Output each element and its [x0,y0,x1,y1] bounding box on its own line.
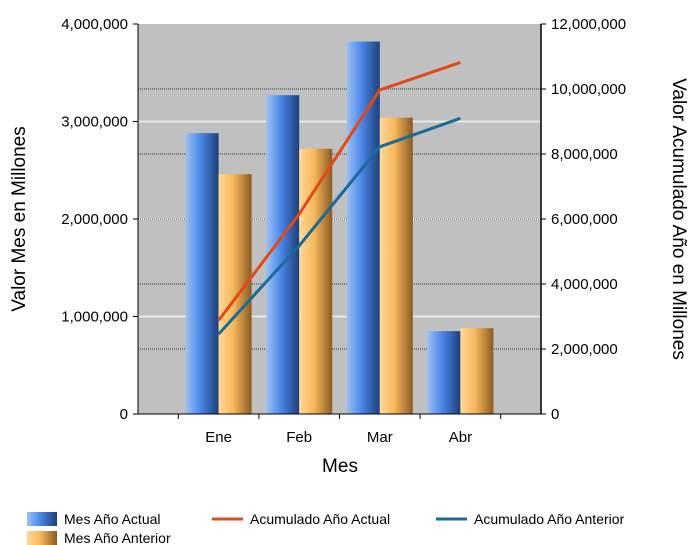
legend-label-mes-ano-actual: Mes Año Actual [64,511,161,527]
y-tick-left-3: 3,000,000 [61,114,128,131]
y-axis-left-title: Valor Mes en Millones [9,126,30,312]
bar-mes-ano-anterior-feb [299,148,333,415]
y-tick-right-4: 8,000,000 [551,146,618,163]
y-tick-right-0: 0 [551,406,559,423]
legend-item-mes-ano-anterior: Mes Año Anterior [27,530,171,545]
bar-mes-ano-anterior-ene [218,174,252,414]
legend-item-acumulado-ano-anterior: Acumulado Año Anterior [436,511,625,527]
legend-swatch-mes-ano-actual [27,512,57,526]
tick-labels: 0 1,000,000 2,000,000 3,000,000 4,000,000 0 2,… [61,16,626,446]
y-tick-right-3: 6,000,000 [551,211,618,228]
bar-mes-ano-actual-ene [185,133,219,414]
legend-label-mes-ano-anterior: Mes Año Anterior [64,530,171,545]
bar-mes-ano-actual-abr [427,331,461,414]
legend-item-acumulado-ano-actual: Acumulado Año Actual [212,511,390,527]
bar-mes-ano-anterior-mar [379,117,413,414]
y-tick-right-1: 2,000,000 [551,341,618,358]
x-tick-feb: Feb [286,429,312,446]
legend-item-mes-ano-actual: Mes Año Actual [27,511,161,527]
line-acumulado-ano-actual [217,60,461,322]
bars [185,41,494,415]
axes [133,23,546,419]
y-axis-right-title: Valor Acumulado Año en Millones [668,78,688,360]
x-tick-mar: Mar [367,429,393,446]
x-tick-ene: Ene [205,429,232,446]
bar-mes-ano-actual-feb [266,95,300,415]
line-acumulado-ano-anterior [217,116,461,336]
y-tick-right-5: 10,000,000 [551,81,626,98]
bar-mes-ano-actual-mar [346,41,380,415]
y-tick-left-0: 0 [120,406,128,423]
legend-label-acumulado-ano-actual: Acumulado Año Actual [250,511,390,527]
legend-label-acumulado-ano-anterior: Acumulado Año Anterior [474,511,625,527]
x-axis-title: Mes [322,456,358,477]
x-tick-abr: Abr [449,429,472,446]
y-tick-left-4: 4,000,000 [61,16,128,33]
y-tick-left-2: 2,000,000 [61,211,128,228]
lines [217,60,461,336]
legend: Mes Año Actual Mes Año Anterior Acumulad… [27,511,625,545]
legend-swatch-mes-ano-anterior [27,531,57,545]
bar-mes-ano-anterior-abr [460,328,494,414]
y-tick-right-2: 4,000,000 [551,276,618,293]
y-tick-left-1: 1,000,000 [61,309,128,326]
y-tick-right-6: 12,000,000 [551,16,626,33]
